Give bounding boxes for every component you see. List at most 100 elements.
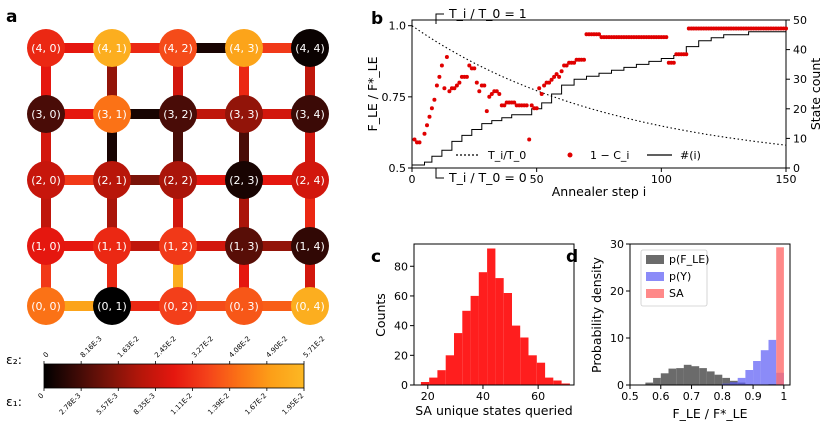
cb-eps2-tick-label-0: 0 (42, 351, 51, 360)
scatter-point-67 (582, 57, 586, 62)
d-xtick-label-2: 0.7 (683, 390, 701, 403)
cb-eps2-tick-label-6: 4.90E-2 (265, 335, 290, 360)
c-bar-2 (437, 370, 446, 385)
b-ytick-right-label-3: 30 (793, 73, 807, 86)
scatter-point-46 (529, 103, 534, 108)
panel-b-axes: 0 50 100 150 0.5 0.75 1.0 0 10 20 30 40 50 (382, 14, 808, 186)
d-bar-1-6 (768, 339, 777, 385)
node-4-4 (291, 29, 329, 67)
annotation-bottom-arrow (435, 168, 444, 179)
scatter-point-32 (494, 89, 499, 94)
cb-eps2-tick-label-1: 8.16E-3 (79, 335, 104, 360)
d-ytick-label-3: 30 (610, 238, 624, 251)
d-bar-0-6 (691, 366, 700, 385)
node-label-3-2: (3, 2) (163, 108, 193, 121)
node-label-4-2: (4, 2) (163, 42, 193, 55)
node-label-3-1: (3, 1) (97, 108, 127, 121)
d-bar-0-8 (706, 371, 715, 385)
d-bar-0-1 (653, 377, 661, 385)
c-bar-3 (445, 355, 454, 385)
scatter-point-27 (482, 83, 487, 88)
panel-d-frame (629, 243, 791, 386)
node-2-1 (93, 161, 131, 199)
cb-eps1-tick-label-6: 1.67E-2 (244, 392, 269, 417)
cb-eps2-tick-label-2: 1.63E-2 (116, 335, 141, 360)
colorbar-eps1-ticks: 0 2.78E-3 5.57E-3 8.35E-3 1.11E-2 1.39E-2 1.67… (37, 388, 306, 417)
d-xtick-label-3: 0.8 (714, 390, 732, 403)
panel-c-xlabel: SA unique states queried (415, 403, 572, 418)
c-bar-15 (545, 377, 554, 385)
node-1-4 (291, 227, 329, 265)
b-ytick-right-label-0: 0 (793, 162, 800, 175)
scatter-point-24 (474, 80, 479, 85)
c-bar-14 (536, 362, 546, 385)
scatter-point-10 (439, 63, 444, 68)
scatter-point-53 (547, 80, 552, 85)
scatter-point-30 (489, 92, 494, 96)
panel-d-bars (645, 247, 784, 386)
scatter-point-48 (534, 106, 539, 111)
scatter-point-58 (559, 69, 564, 74)
scatter-point-73 (597, 32, 601, 37)
node-label-3-3: (3, 3) (229, 108, 259, 121)
scatter-point-55 (552, 74, 557, 79)
scatter-point-23 (472, 66, 477, 71)
b-ytick-right-label-5: 50 (793, 14, 807, 27)
c-bar-10 (503, 293, 512, 385)
panel-d-xlabel: F_LE / F*_LE (672, 406, 747, 421)
d-bar-1-1 (730, 382, 738, 385)
scatter-point-51 (542, 83, 547, 88)
panel-d-ylabel: Probability density (589, 256, 604, 372)
node-4-0 (27, 29, 65, 67)
scatter-point-21 (467, 63, 472, 68)
legend-count-label: #(i) (680, 149, 701, 162)
panel-label-a: a (6, 7, 17, 27)
d-xtick-label-4: 0.9 (744, 390, 762, 403)
d-bar-0-9 (714, 374, 723, 385)
scatter-point-12 (444, 55, 449, 59)
scatter-point-60 (564, 63, 569, 68)
node-label-3-4: (3, 4) (295, 108, 325, 121)
d-bar-0-4 (676, 368, 684, 385)
scatter-point-56 (554, 72, 559, 77)
c-ytick-label-2: 40 (394, 320, 408, 333)
cb-eps2-tick-label-3: 2.45E-2 (153, 335, 178, 360)
node-label-4-4: (4, 4) (295, 42, 325, 55)
legend-temp-label: T_i/T_0 (487, 149, 526, 162)
scatter-point-4 (425, 123, 429, 128)
node-3-2 (159, 95, 197, 133)
node-0-4 (291, 287, 329, 325)
node-label-2-4: (2, 4) (295, 174, 325, 187)
cb-eps1-tick-label-1: 2.78E-3 (58, 392, 83, 417)
d-bar-0-5 (683, 364, 692, 385)
node-3-0 (27, 95, 65, 133)
panel-d-legend: p(F_LE) p(Y) SA (640, 249, 709, 307)
scatter-point-2 (417, 140, 422, 145)
panel-c-ylabel: Counts (373, 293, 388, 337)
node-label-1-4: (1, 4) (295, 240, 325, 253)
d-bar-0-3 (668, 368, 677, 385)
node-1-2 (159, 227, 197, 265)
c-bar-9 (495, 278, 504, 385)
d-xtick-label-1: 0.6 (652, 390, 670, 403)
scatter-point-11 (442, 86, 447, 91)
b-ytick-right-label-1: 10 (793, 132, 807, 145)
node-label-2-0: (2, 0) (31, 174, 61, 187)
node-3-3 (225, 95, 263, 133)
annotation-bottom-text: T_i / T_0 = 0 (448, 170, 527, 185)
node-2-4 (291, 161, 329, 199)
d-bar-1-5 (760, 350, 769, 385)
panel-c-frame (413, 243, 575, 386)
state-count-line (412, 28, 787, 166)
node-1-1 (93, 227, 131, 265)
c-bar-4 (454, 333, 463, 385)
node-label-1-3: (1, 3) (229, 240, 259, 253)
scatter-point-0 (412, 137, 417, 142)
cb-eps1-tick-label-7: 1.95E-2 (281, 392, 306, 417)
scatter-point-3 (422, 131, 427, 136)
cb-eps1-tick-label-5: 1.39E-2 (206, 392, 231, 417)
node-4-1 (93, 29, 131, 67)
scatter-point-16 (454, 83, 459, 88)
